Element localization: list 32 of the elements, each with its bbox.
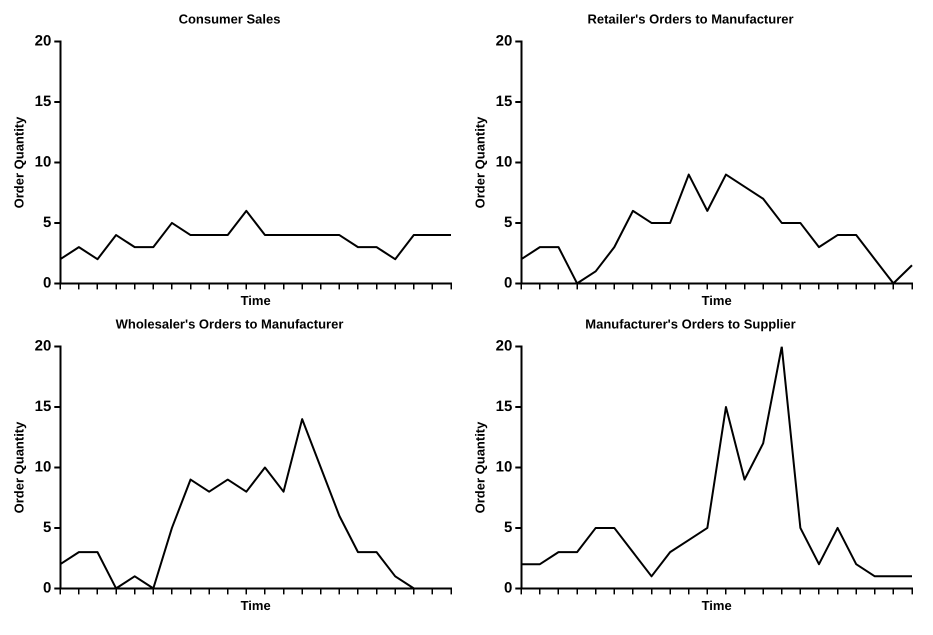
y-tick-label: 10 [496,154,512,171]
x-axis-title: Time [702,292,732,308]
y-axis-title: Order Quantity [11,420,26,514]
y-tick-label: 15 [34,398,52,416]
y-tick-label: 15 [34,93,52,110]
y-tick-label: 5 [504,519,512,536]
chart-title: Consumer Sales [178,11,280,26]
y-tick-label: 15 [496,398,512,416]
y-tick-label: 0 [504,580,512,597]
chart-title: Wholesaler's Orders to Manufacturer [116,316,344,332]
x-axis-title: Time [702,598,732,613]
y-tick-label: 0 [42,274,52,292]
y-axis-title: Order Quantity [11,116,26,208]
y-tick-label: 15 [496,93,512,110]
y-tick-label: 20 [496,338,512,355]
y-tick-label: 10 [496,458,512,476]
y-axis-title: Order Quantity [472,420,488,514]
y-tick-label: 5 [42,519,52,536]
y-tick-label: 0 [42,580,52,597]
chart-title: Manufacturer's Orders to Supplier [585,316,796,332]
y-tick-label: 20 [34,32,52,50]
y-tick-label: 10 [34,154,52,171]
y-tick-label: 5 [42,214,52,232]
chart-title: Retailer's Orders to Manufacturer [587,11,794,26]
x-axis-title: Time [240,598,271,613]
y-tick-label: 20 [34,338,52,355]
y-tick-label: 5 [504,214,512,232]
y-tick-label: 10 [34,458,52,476]
y-tick-label: 20 [496,32,512,50]
y-axis-title: Order Quantity [472,116,488,208]
x-axis-title: Time [240,292,271,308]
y-tick-label: 0 [504,274,512,292]
